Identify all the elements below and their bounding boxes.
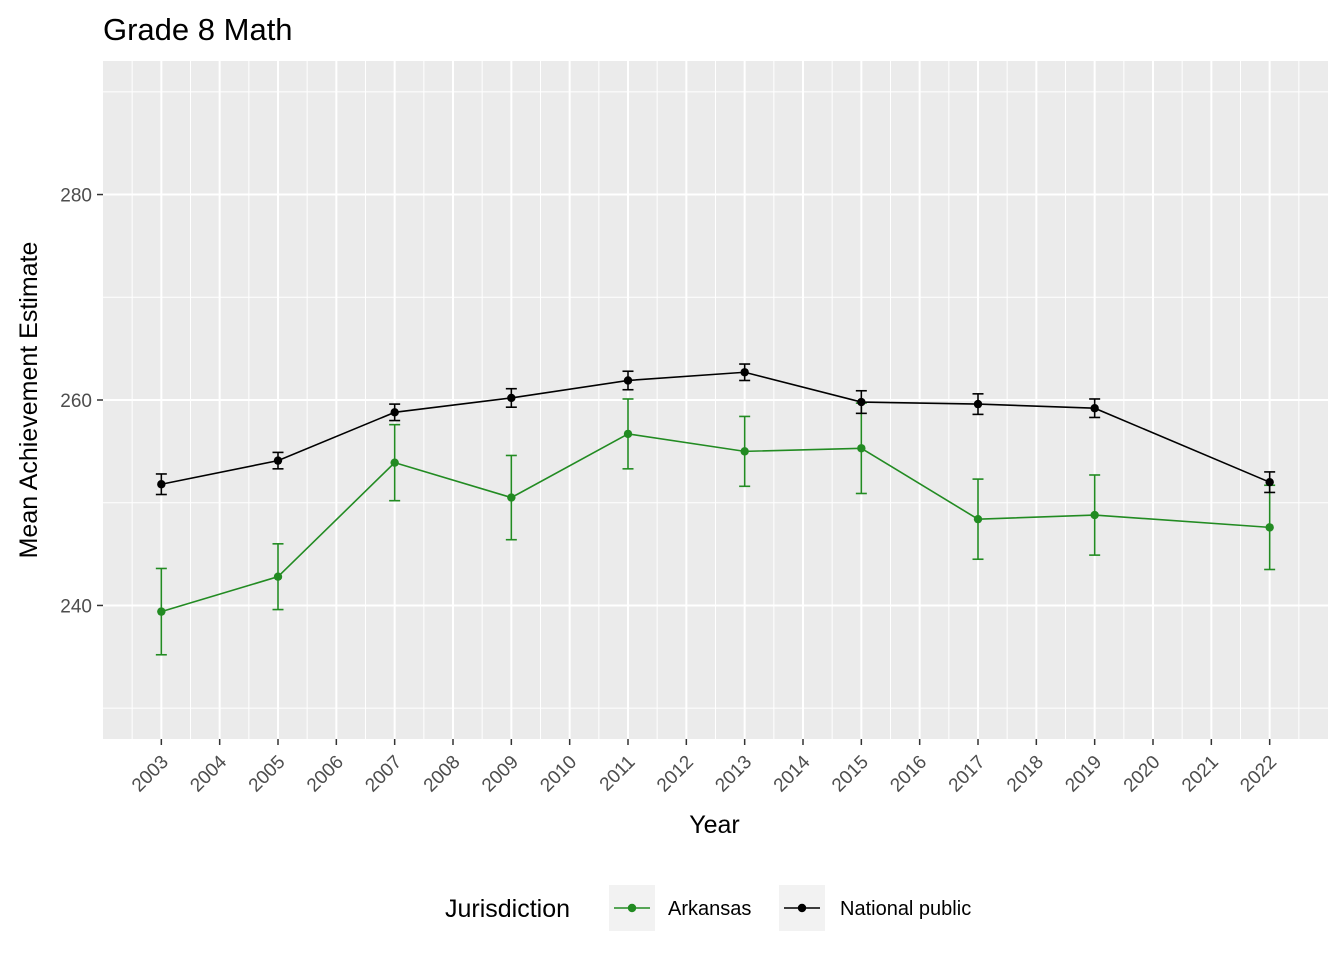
x-axis-title: Year bbox=[689, 811, 740, 839]
y-tick-label: 280 bbox=[60, 186, 92, 207]
data-point bbox=[273, 456, 283, 465]
x-tick-label: 2005 bbox=[245, 752, 290, 797]
data-point bbox=[507, 393, 516, 403]
x-tick-label: 2009 bbox=[478, 752, 523, 797]
data-point bbox=[273, 572, 283, 581]
x-tick-label: 2007 bbox=[361, 752, 406, 797]
data-point bbox=[857, 444, 866, 453]
data-point bbox=[157, 607, 166, 616]
y-tick-label: 260 bbox=[60, 391, 92, 412]
x-tick-label: 2003 bbox=[128, 752, 173, 797]
x-tick-label: 2016 bbox=[886, 752, 931, 797]
data-point bbox=[390, 408, 399, 417]
legend-title: Jurisdiction bbox=[445, 895, 570, 923]
data-point bbox=[973, 514, 983, 524]
data-point bbox=[507, 493, 516, 502]
legend-key-point bbox=[797, 903, 807, 913]
x-tick-label: 2020 bbox=[1120, 752, 1165, 797]
y-tick-label: 240 bbox=[60, 596, 92, 617]
legend-item-national-public: National public bbox=[779, 885, 971, 931]
x-tick-label: 2006 bbox=[303, 752, 348, 797]
x-tick-label: 2022 bbox=[1236, 752, 1281, 797]
data-point bbox=[1265, 523, 1274, 532]
legend-key-point bbox=[627, 903, 637, 913]
legend-item-arkansas: Arkansas bbox=[609, 885, 751, 931]
series-line bbox=[161, 371, 1270, 486]
chart-title: Grade 8 Math bbox=[103, 12, 293, 47]
x-tick-label: 2004 bbox=[186, 751, 231, 796]
x-tick-label: 2008 bbox=[420, 752, 465, 797]
x-tick-label: 2012 bbox=[653, 752, 698, 797]
data-point bbox=[623, 429, 633, 439]
data-point bbox=[157, 480, 166, 489]
data-point bbox=[1090, 510, 1099, 520]
y-axis-title: Mean Achievement Estimate bbox=[15, 242, 43, 559]
x-tick-label: 2013 bbox=[711, 752, 756, 797]
data-point bbox=[390, 458, 399, 467]
x-tick-label: 2010 bbox=[536, 752, 581, 797]
data-point bbox=[1090, 404, 1099, 413]
data-point bbox=[740, 447, 749, 456]
data-point bbox=[857, 397, 866, 407]
data-point bbox=[623, 376, 633, 385]
x-tick-label: 2014 bbox=[770, 751, 815, 796]
data-point bbox=[973, 399, 983, 409]
data-point bbox=[1265, 477, 1274, 487]
x-tick-label: 2011 bbox=[596, 752, 640, 796]
x-tick-label: 2018 bbox=[1003, 752, 1048, 797]
series-line bbox=[161, 433, 1270, 613]
series-national-public bbox=[155, 363, 1276, 496]
legend: Jurisdiction Arkansas National public bbox=[445, 885, 971, 931]
x-tick-label: 2015 bbox=[828, 752, 873, 797]
legend-label: Arkansas bbox=[668, 898, 751, 920]
x-tick-label: 2019 bbox=[1061, 752, 1106, 797]
x-tick-label: 2017 bbox=[945, 752, 990, 797]
legend-label: National public bbox=[840, 898, 971, 920]
x-tick-label: 2021 bbox=[1178, 752, 1223, 797]
data-point bbox=[740, 368, 749, 377]
series-arkansas bbox=[155, 398, 1276, 656]
